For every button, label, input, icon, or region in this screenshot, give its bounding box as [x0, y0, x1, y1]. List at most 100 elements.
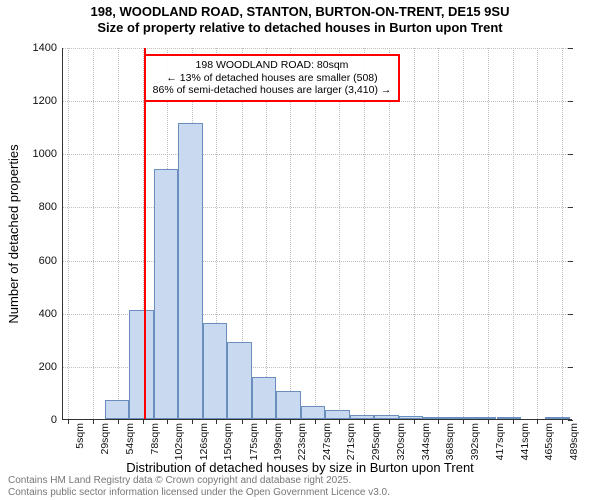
- x-tick-mark: [216, 419, 217, 424]
- annotation-line: 198 WOODLAND ROAD: 80sqm: [152, 59, 392, 72]
- histogram-bar: [105, 400, 129, 419]
- y-tick-label: 1000: [33, 148, 63, 160]
- x-tick-label: 223sqm: [296, 423, 308, 460]
- gridline-v: [537, 48, 538, 419]
- x-tick-label: 368sqm: [444, 423, 456, 460]
- x-tick-mark: [192, 419, 193, 424]
- gridline-v: [562, 48, 563, 419]
- x-tick-label: 150sqm: [222, 423, 234, 460]
- histogram-bar: [350, 415, 374, 419]
- gridline-h: [63, 261, 572, 262]
- histogram-bar: [129, 310, 153, 419]
- histogram-bar: [203, 323, 227, 419]
- gridline-v: [389, 48, 390, 419]
- y-tick-mark: [568, 207, 573, 208]
- gridline-v: [266, 48, 267, 419]
- y-tick-mark: [568, 367, 573, 368]
- x-tick-label: 441sqm: [519, 423, 531, 460]
- x-tick-label: 54sqm: [124, 423, 136, 455]
- gridline-v: [364, 48, 365, 419]
- x-tick-label: 29sqm: [99, 423, 111, 455]
- gridline-h: [63, 154, 572, 155]
- histogram-bar: [178, 123, 202, 419]
- x-tick-mark: [364, 419, 365, 424]
- x-tick-mark: [463, 419, 464, 424]
- x-tick-mark: [389, 419, 390, 424]
- x-tick-mark: [438, 419, 439, 424]
- y-tick-mark: [568, 154, 573, 155]
- histogram-bar: [448, 417, 472, 419]
- gridline-v: [315, 48, 316, 419]
- gridline-v: [513, 48, 514, 419]
- chart-title: 198, WOODLAND ROAD, STANTON, BURTON-ON-T…: [0, 4, 600, 37]
- histogram-bar: [423, 417, 447, 419]
- gridline-v: [339, 48, 340, 419]
- histogram-bar: [301, 406, 325, 419]
- x-tick-label: 417sqm: [494, 423, 506, 460]
- y-axis-label: Number of detached properties: [6, 144, 21, 323]
- x-tick-mark: [143, 419, 144, 424]
- footer-line-2: Contains public sector information licen…: [8, 487, 390, 499]
- gridline-h: [63, 48, 572, 49]
- histogram-bar: [276, 391, 300, 419]
- x-tick-label: 102sqm: [173, 423, 185, 460]
- histogram-bar: [374, 415, 398, 419]
- y-tick-mark: [568, 420, 573, 421]
- histogram-bar: [252, 377, 276, 420]
- y-tick-mark: [568, 261, 573, 262]
- gridline-v: [488, 48, 489, 419]
- x-tick-mark: [242, 419, 243, 424]
- y-tick-mark: [568, 314, 573, 315]
- attribution-footer: Contains HM Land Registry data © Crown c…: [8, 475, 390, 498]
- x-tick-label: 126sqm: [198, 423, 210, 460]
- y-tick-mark: [568, 101, 573, 102]
- x-tick-mark: [414, 419, 415, 424]
- footer-line-1: Contains HM Land Registry data © Crown c…: [8, 475, 390, 487]
- x-tick-label: 344sqm: [420, 423, 432, 460]
- annotation-line: 86% of semi-detached houses are larger (…: [152, 84, 392, 97]
- y-tick-mark: [568, 48, 573, 49]
- histogram-bar: [497, 417, 521, 419]
- x-tick-label: 295sqm: [370, 423, 382, 460]
- x-tick-mark: [315, 419, 316, 424]
- x-tick-label: 5sqm: [74, 423, 86, 449]
- histogram-bar: [227, 342, 251, 419]
- gridline-v: [414, 48, 415, 419]
- y-tick-label: 1200: [33, 95, 63, 107]
- x-tick-mark: [266, 419, 267, 424]
- x-tick-mark: [339, 419, 340, 424]
- gridline-h: [63, 207, 572, 208]
- y-tick-label: 600: [39, 255, 63, 267]
- y-tick-label: 400: [39, 308, 63, 320]
- gridline-v: [118, 48, 119, 419]
- x-tick-label: 199sqm: [272, 423, 284, 460]
- x-tick-label: 465sqm: [543, 423, 555, 460]
- histogram-bar: [399, 416, 423, 419]
- x-tick-label: 271sqm: [345, 423, 357, 460]
- x-tick-mark: [167, 419, 168, 424]
- x-tick-mark: [68, 419, 69, 424]
- y-tick-label: 0: [51, 414, 63, 426]
- histogram-bar: [154, 169, 178, 419]
- x-tick-mark: [290, 419, 291, 424]
- x-tick-label: 489sqm: [568, 423, 580, 460]
- x-tick-mark: [488, 419, 489, 424]
- gridline-v: [68, 48, 69, 419]
- gridline-v: [438, 48, 439, 419]
- x-tick-mark: [93, 419, 94, 424]
- y-tick-label: 800: [39, 201, 63, 213]
- histogram-bar: [545, 417, 569, 419]
- y-tick-label: 200: [39, 361, 63, 373]
- title-line-1: 198, WOODLAND ROAD, STANTON, BURTON-ON-T…: [0, 4, 600, 20]
- x-tick-label: 247sqm: [321, 423, 333, 460]
- x-tick-label: 175sqm: [248, 423, 260, 460]
- x-tick-label: 78sqm: [149, 423, 161, 455]
- title-line-2: Size of property relative to detached ho…: [0, 20, 600, 36]
- x-tick-mark: [537, 419, 538, 424]
- histogram-bar: [472, 417, 496, 419]
- x-tick-label: 392sqm: [469, 423, 481, 460]
- x-tick-label: 320sqm: [395, 423, 407, 460]
- annotation-line: ← 13% of detached houses are smaller (50…: [152, 72, 392, 85]
- histogram-bar: [325, 410, 349, 419]
- gridline-v: [463, 48, 464, 419]
